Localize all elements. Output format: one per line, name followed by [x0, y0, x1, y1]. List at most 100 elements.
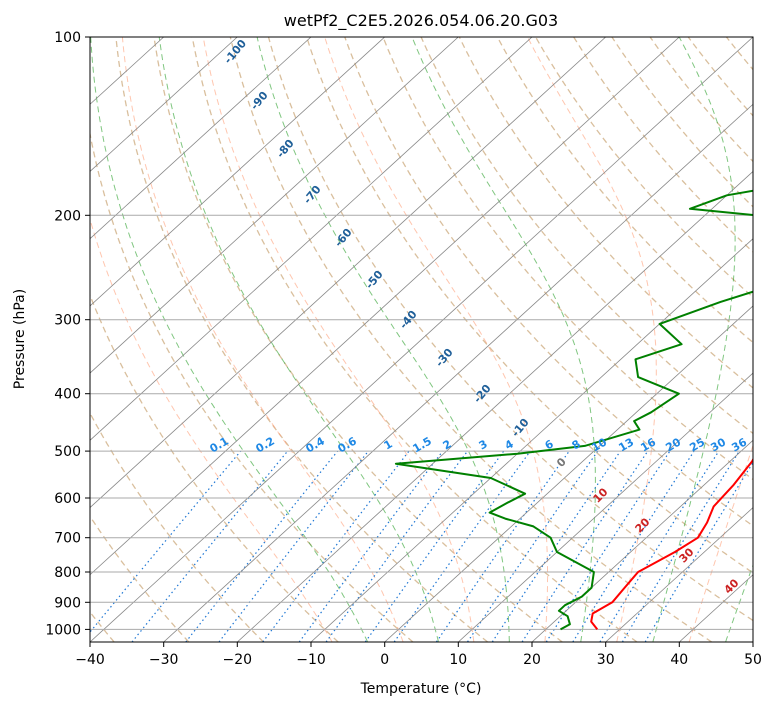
dry-adiabat — [191, 37, 638, 642]
isotherm — [531, 439, 753, 642]
x-axis-label: Temperature (°C) — [360, 681, 482, 697]
dry-adiabat-label: -70 — [301, 183, 324, 207]
isotherm — [90, 37, 312, 240]
x-tick-label: 10 — [449, 652, 467, 668]
isotherm — [605, 507, 753, 642]
mixing-ratio-line — [262, 450, 410, 642]
moist-adiabat — [202, 37, 475, 642]
y-tick-label: 400 — [54, 387, 81, 403]
moist-adiabat — [158, 37, 439, 642]
isotherm — [458, 372, 753, 642]
moist-adiabat — [121, 37, 404, 642]
dry-adiabat — [496, 37, 753, 344]
mixing-ratio-line — [572, 450, 695, 642]
y-tick-label: 500 — [54, 444, 81, 460]
mixing-ratio-label: 0.6 — [336, 434, 360, 455]
dry-adiabat — [153, 37, 563, 642]
mixing-ratio-line — [521, 450, 649, 642]
dry-adiabat-label: -80 — [274, 137, 297, 161]
moist-adiabat — [527, 37, 657, 642]
moist-adiabat — [725, 563, 753, 642]
dry-adiabat — [687, 37, 753, 117]
moist-adiabat — [688, 444, 753, 642]
y-tick-label: 700 — [54, 531, 81, 547]
moist-adiabat — [256, 37, 510, 642]
x-tick-label: 50 — [744, 652, 762, 668]
dry-adiabat-label: -40 — [397, 308, 420, 332]
dry-adiabat — [90, 515, 190, 642]
y-axis-label: Pressure (hPa) — [12, 289, 28, 389]
moist-adiabat-label: 20 — [633, 515, 653, 535]
dry-adiabat-label: -20 — [471, 382, 494, 406]
mixing-ratio-line — [435, 450, 570, 642]
mixing-ratio-line — [90, 450, 242, 633]
mixing-ratio-line — [621, 450, 740, 642]
mixing-ratio-label: 3 — [477, 437, 490, 452]
mixing-ratio-line — [364, 450, 505, 642]
moist-adiabat — [90, 217, 333, 642]
isotherm — [384, 305, 753, 642]
mixing-ratio-label: 4 — [503, 437, 516, 452]
mixing-ratio-label: 8 — [570, 437, 583, 452]
mixing-ratio-label: 2 — [441, 437, 454, 452]
dry-adiabat — [611, 37, 753, 208]
dewpoint-line — [394, 189, 753, 631]
y-axis: 100 200 300 400 500 600 700 800 900 1000 — [45, 30, 90, 638]
mixing-ratio-line — [545, 450, 671, 642]
x-tick-label: 20 — [523, 652, 541, 668]
temperature-line — [590, 457, 753, 631]
dry-adiabat-label: -10 — [509, 416, 532, 440]
dry-adiabat — [306, 37, 753, 574]
isotherm — [90, 37, 385, 307]
x-tick-label: 40 — [670, 652, 688, 668]
mixing-ratio-line — [298, 450, 444, 642]
isotherm — [90, 37, 680, 576]
dry-adiabat — [90, 293, 339, 642]
isotherm — [90, 37, 533, 441]
dry-adiabat — [90, 411, 264, 642]
x-tick-label: 0 — [380, 652, 389, 668]
mixing-ratio-line — [599, 450, 720, 642]
pressure-gridlines — [90, 37, 753, 630]
line-labels: 0.1 0.2 0.4 0.6 1 1.5 2 3 4 6 8 10 13 16 20 25 30 36-100-… — [208, 37, 750, 597]
dry-adiabat — [115, 37, 489, 642]
x-tick-label: −30 — [149, 652, 179, 668]
mixing-ratio-line — [185, 450, 339, 642]
chart-title: wetPf2_C2E5.2026.054.06.20.G03 — [284, 11, 558, 31]
x-tick-label: 30 — [597, 652, 615, 668]
y-tick-label: 800 — [54, 565, 81, 581]
dry-adiabat — [725, 37, 753, 71]
y-tick-label: 600 — [54, 491, 81, 507]
dry-adiabat — [382, 37, 753, 481]
x-axis: −40 −30 −20 −10 0 10 20 30 40 50 — [75, 642, 762, 668]
isotherm — [90, 37, 459, 374]
moist-adiabat — [762, 37, 775, 642]
isotherm — [237, 170, 753, 642]
dry-adiabat — [267, 37, 753, 622]
moist-adiabat-label: 10 — [591, 485, 611, 505]
mixing-ratio-line — [466, 450, 599, 642]
x-tick-label: −20 — [223, 652, 253, 668]
dry-adiabat — [535, 37, 753, 299]
plot-frame — [89, 36, 754, 643]
moist-adiabat — [652, 37, 736, 642]
isotherm — [310, 238, 753, 642]
dry-adiabat — [344, 37, 753, 527]
mixing-ratio-line — [393, 450, 531, 642]
moist-adiabat — [324, 37, 549, 642]
y-tick-label: 100 — [54, 30, 81, 46]
moist-adiabat — [90, 37, 369, 642]
y-tick-label: 300 — [54, 313, 81, 329]
isotherm — [752, 641, 753, 642]
dry-adiabat-label: -90 — [248, 89, 271, 113]
dry-adiabat-label: -100 — [221, 37, 249, 67]
mixing-ratio-line — [218, 450, 369, 642]
moist-adiabat — [411, 37, 596, 642]
isotherm — [90, 37, 238, 172]
mixing-ratio-label: 0.4 — [304, 434, 328, 455]
isotherm — [90, 37, 606, 509]
dry-adiabat — [420, 37, 753, 435]
mixing-ratio-label: 1 — [382, 437, 395, 452]
y-tick-label: 1000 — [45, 622, 81, 638]
